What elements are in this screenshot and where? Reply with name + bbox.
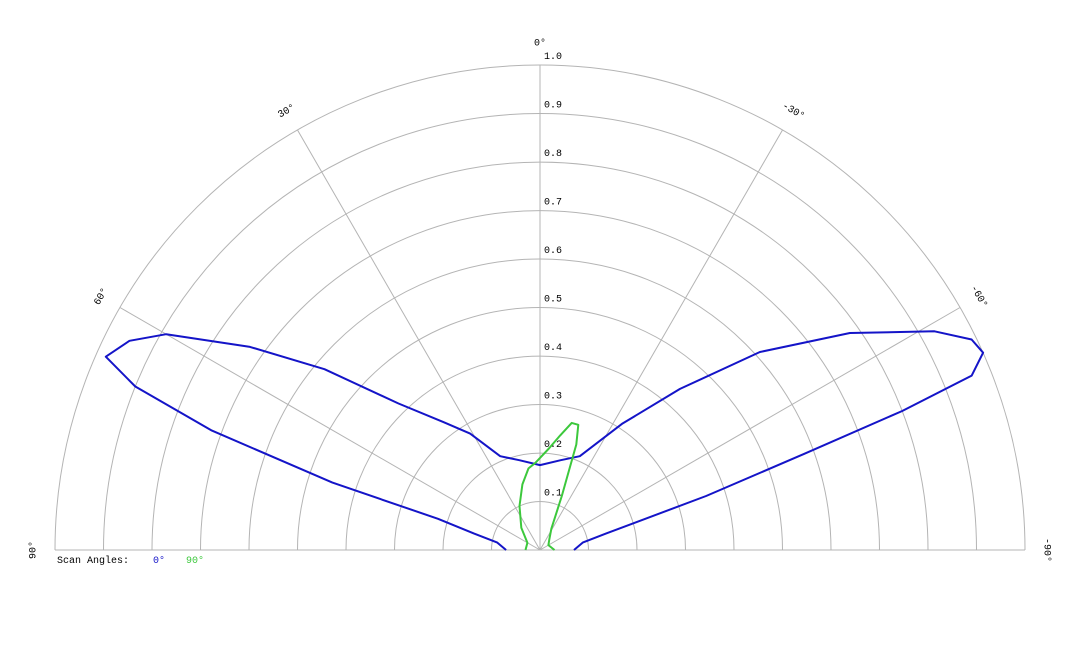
r-tick-label: 0.9 <box>544 101 562 112</box>
grid-spoke <box>539 307 961 551</box>
angle-tick-label: -60° <box>967 283 989 310</box>
r-tick-label: 0.7 <box>544 198 562 209</box>
r-tick-label: 0.2 <box>544 440 562 451</box>
grid: 0.1 0.2 0.3 0.4 0.5 0.6 0.7 0.8 0.9 1.0 0° 30° -30° 6… <box>28 38 1053 562</box>
legend-entry: 0° <box>153 555 165 567</box>
angle-tick-label: 30° <box>276 102 298 121</box>
angle-tick-label: -90° <box>1040 538 1052 562</box>
legend: Scan Angles: 0° 90° <box>57 555 204 567</box>
series-line <box>518 421 580 551</box>
angle-tick-label: 60° <box>92 286 111 308</box>
r-tick-label: 0.4 <box>544 343 562 354</box>
curves <box>104 330 985 551</box>
r-tick-label: 0.3 <box>544 392 562 403</box>
angle-tick-label: 0° <box>534 38 546 50</box>
legend-title: Scan Angles: <box>57 555 129 567</box>
r-tick-label: 1.0 <box>544 52 562 63</box>
r-tick-label: 0.6 <box>544 246 562 257</box>
grid-spoke <box>297 129 541 551</box>
r-tick-label: 0.1 <box>544 489 562 500</box>
legend-entry: 90° <box>186 555 204 567</box>
angle-tick-label: 90° <box>28 541 40 559</box>
angle-tick-label: -30° <box>780 100 807 122</box>
r-tick-label: 0.5 <box>544 295 562 306</box>
r-tick-label: 0.8 <box>544 149 562 160</box>
grid-spoke <box>539 129 783 551</box>
grid-spoke <box>119 307 541 551</box>
series-line <box>104 330 985 551</box>
